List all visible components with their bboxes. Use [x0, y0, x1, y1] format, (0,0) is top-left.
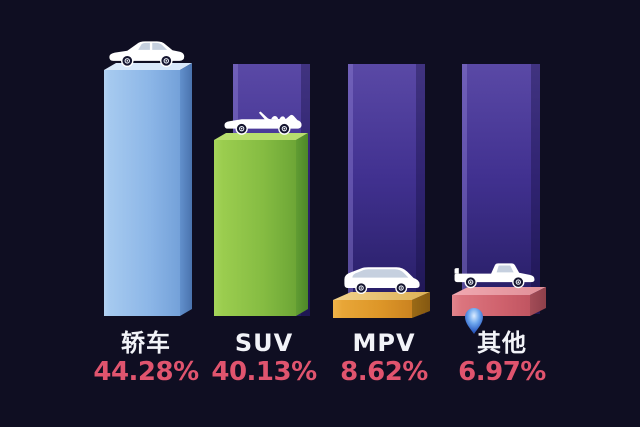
bar-other [452, 287, 546, 316]
category-label-suv: SUV [234, 329, 294, 357]
value-label-sedan: 44.28% [93, 357, 199, 387]
mpv-van-icon [344, 267, 420, 294]
bar-suv [214, 133, 308, 316]
category-label-mpv: MPV [352, 329, 416, 357]
category-label-sedan: 轿车 [121, 329, 171, 357]
bar-sedan [104, 63, 192, 316]
convertible-car-icon [224, 111, 302, 135]
value-label-suv: 40.13% [211, 357, 317, 387]
value-label-mpv: 8.62% [340, 357, 428, 387]
sedan-car-icon [109, 41, 185, 68]
category-label-other: 其他 [477, 329, 527, 357]
pickup-truck-icon [454, 263, 535, 289]
water-drop-icon [465, 308, 483, 334]
bar-mpv [333, 292, 430, 318]
value-label-other: 6.97% [458, 357, 546, 387]
